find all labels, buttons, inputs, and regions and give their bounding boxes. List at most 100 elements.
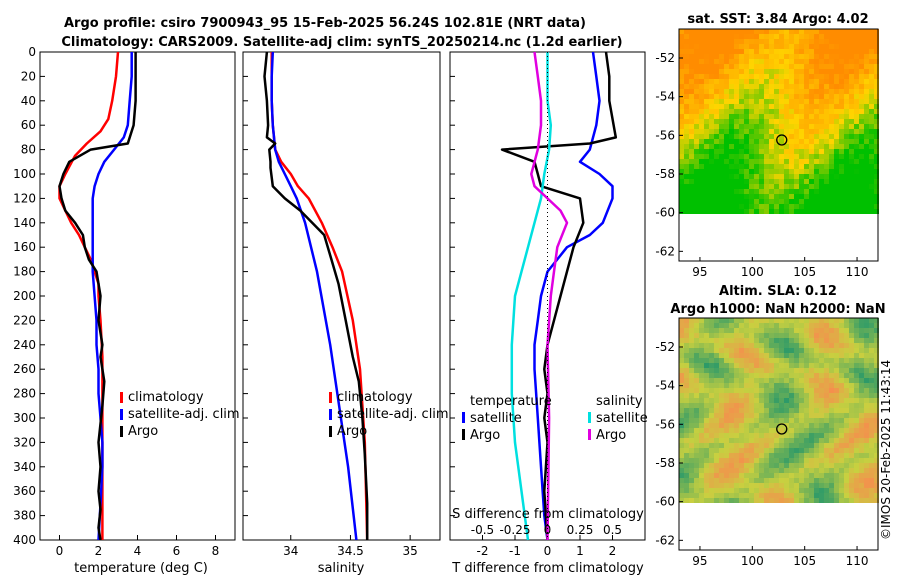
heat-cell	[869, 423, 874, 428]
heat-cell	[819, 458, 824, 463]
heat-cell	[699, 328, 704, 333]
heat-cell	[769, 39, 774, 44]
heat-cell	[799, 463, 804, 468]
heat-cell	[764, 433, 769, 438]
heat-cell	[864, 74, 869, 79]
heat-cell	[704, 378, 709, 383]
heat-cell	[689, 199, 694, 204]
heat-cell	[789, 159, 794, 164]
heat-cell	[799, 64, 804, 69]
heat-cell	[829, 338, 834, 343]
heat-cell	[854, 418, 859, 423]
heat-cell	[704, 124, 709, 129]
heat-cell	[819, 483, 824, 488]
heat-cell	[794, 318, 799, 323]
heat-cell	[694, 134, 699, 139]
heat-cell	[774, 443, 779, 448]
heat-cell	[739, 39, 744, 44]
heat-cell	[824, 458, 829, 463]
heat-cell	[754, 358, 759, 363]
heat-cell	[839, 363, 844, 368]
heat-cell	[864, 408, 869, 413]
heat-cell	[824, 114, 829, 119]
heat-cell	[744, 169, 749, 174]
heat-cell	[724, 388, 729, 393]
heat-cell	[739, 64, 744, 69]
heat-cell	[764, 199, 769, 204]
heat-cell	[724, 468, 729, 473]
heat-cell	[804, 49, 809, 54]
heat-cell	[854, 438, 859, 443]
heat-cell	[794, 39, 799, 44]
heat-cell	[809, 338, 814, 343]
heat-cell	[749, 458, 754, 463]
x-tick-label: 34.5	[337, 544, 364, 558]
heat-cell	[809, 443, 814, 448]
heat-cell	[729, 119, 734, 124]
heat-cell	[764, 323, 769, 328]
heat-cell	[824, 59, 829, 64]
heat-cell	[829, 443, 834, 448]
heat-cell	[859, 189, 864, 194]
heat-cell	[709, 393, 714, 398]
heat-cell	[779, 373, 784, 378]
heat-cell	[804, 169, 809, 174]
heat-cell	[849, 438, 854, 443]
heat-cell	[779, 448, 784, 453]
heat-cell	[819, 403, 824, 408]
heat-cell	[809, 64, 814, 69]
heat-cell	[839, 144, 844, 149]
heat-cell	[749, 328, 754, 333]
heat-cell	[864, 199, 869, 204]
heat-cell	[709, 448, 714, 453]
heat-cell	[749, 199, 754, 204]
heat-cell	[844, 333, 849, 338]
heat-cell	[769, 438, 774, 443]
heat-cell	[839, 338, 844, 343]
heat-cell	[719, 54, 724, 59]
heat-cell	[799, 114, 804, 119]
heat-cell	[684, 448, 689, 453]
heat-cell	[694, 358, 699, 363]
heat-cell	[689, 368, 694, 373]
series-line-climatology	[270, 52, 369, 541]
heat-cell	[799, 348, 804, 353]
heat-cell	[824, 393, 829, 398]
heat-cell	[719, 104, 724, 109]
heat-cell	[804, 463, 809, 468]
heat-cell	[789, 438, 794, 443]
y-tick-label: 120	[13, 191, 36, 205]
heat-cell	[744, 333, 749, 338]
heat-cell	[814, 383, 819, 388]
heat-cell	[714, 74, 719, 79]
heat-cell	[709, 368, 714, 373]
heat-cell	[684, 438, 689, 443]
heat-cell	[689, 418, 694, 423]
heat-cell	[844, 328, 849, 333]
heat-cell	[874, 49, 879, 54]
heat-cell	[689, 388, 694, 393]
heat-cell	[789, 443, 794, 448]
heat-cell	[779, 124, 784, 129]
heat-cell	[719, 169, 724, 174]
heat-cell	[819, 179, 824, 184]
heat-cell	[764, 383, 769, 388]
heat-cell	[814, 79, 819, 84]
heat-cell	[859, 44, 864, 49]
heat-cell	[829, 129, 834, 134]
heat-cell	[799, 34, 804, 39]
heat-cell	[819, 149, 824, 154]
heat-cell	[769, 323, 774, 328]
heat-cell	[749, 453, 754, 458]
heat-cell	[834, 363, 839, 368]
heat-cell	[739, 169, 744, 174]
heat-cell	[824, 483, 829, 488]
heat-cell	[839, 438, 844, 443]
heat-cell	[839, 378, 844, 383]
heat-cell	[699, 114, 704, 119]
heat-cell	[719, 383, 724, 388]
heat-cell	[759, 164, 764, 169]
heat-cell	[869, 473, 874, 478]
heat-cell	[784, 179, 789, 184]
heat-cell	[864, 94, 869, 99]
